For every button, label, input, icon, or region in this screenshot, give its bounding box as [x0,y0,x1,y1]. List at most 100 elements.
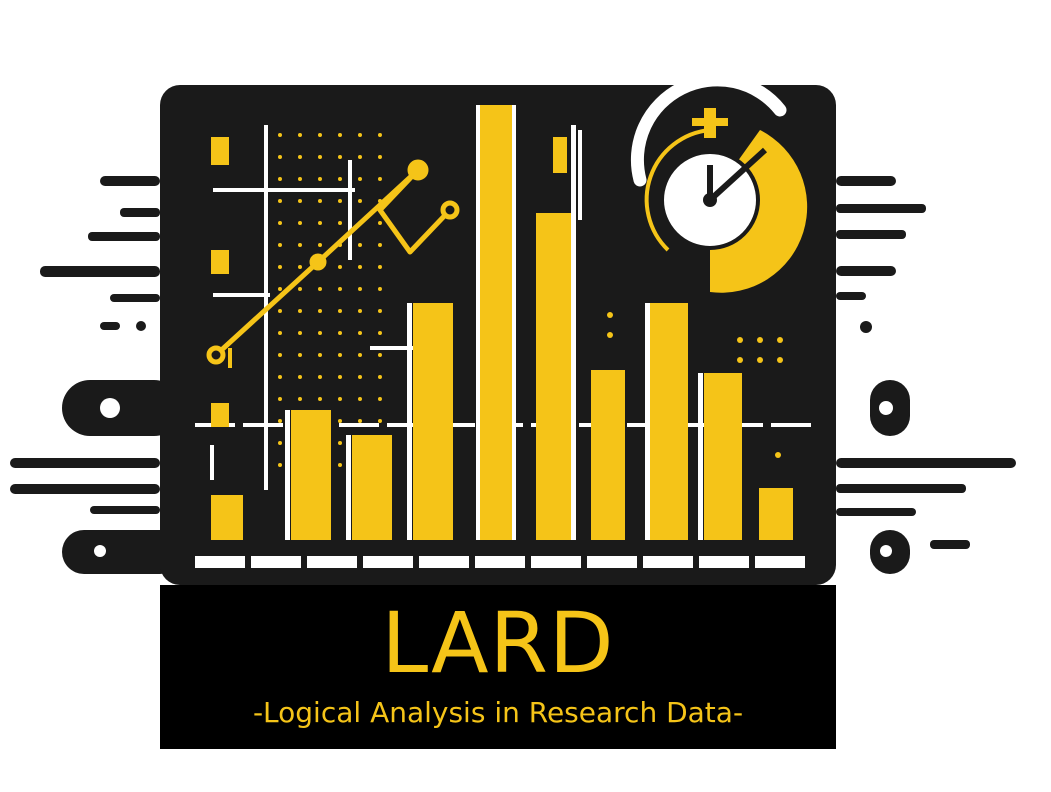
grid-dot [278,331,282,335]
grid-dot [378,331,382,335]
grid-dot [318,287,322,291]
grid-dot [358,243,362,247]
grid-dot [338,397,342,401]
stopwatch-icon [630,73,808,293]
dot-grid [278,133,783,467]
bar-edge [346,435,351,540]
grid-dot [318,133,322,137]
bar-edge [698,373,703,540]
bar-edge [645,303,650,540]
grid-dot [358,177,362,181]
grid-dot [278,265,282,269]
logo-title: LARD [381,594,615,692]
grid-dot [338,353,342,357]
grid-dot [338,287,342,291]
bar [650,303,688,540]
grid-dot [278,243,282,247]
grid-dot [378,375,382,379]
grid-dot [318,309,322,313]
grid-dot [358,287,362,291]
grid-dot [278,419,282,423]
baseline-segment [587,556,637,568]
grid-dot [358,265,362,269]
grid-dot [777,337,783,343]
grid-dot [318,177,322,181]
grid-dot [278,375,282,379]
bar [704,373,742,540]
grid-dot [338,155,342,159]
grid-dot [607,312,613,318]
bar [759,488,793,540]
grid-dot [318,353,322,357]
grid-dot [737,337,743,343]
grid-dot [338,441,342,445]
grid-dot [358,353,362,357]
grid-dot [278,309,282,313]
baseline-segment [531,556,581,568]
grid-dot [378,155,382,159]
grid-dot [378,287,382,291]
grid-dot [298,375,302,379]
baseline-segment [363,556,413,568]
grid-dot [318,155,322,159]
grid-dot [298,199,302,203]
bar [536,213,574,540]
bar-edge [285,410,290,540]
grid-dot [298,397,302,401]
grid-dot [338,331,342,335]
grid-dot [298,221,302,225]
grid-dot [278,221,282,225]
grid-dot [378,133,382,137]
baseline-segment [643,556,693,568]
speed-lines-right-icon [836,176,1016,549]
bar [480,105,512,540]
grid-dot [607,332,613,338]
grid-dot [318,221,322,225]
marker-ticks [211,137,567,427]
grid-dot [298,243,302,247]
grid-dot [278,199,282,203]
grid-dot [378,309,382,313]
bar-edge [407,303,412,540]
grid-dot [338,463,342,467]
grid-dot [378,419,382,423]
grid-dot [378,265,382,269]
grid-dot [298,177,302,181]
grid-dot [775,452,781,458]
baseline-segment [475,556,525,568]
grid-dot [298,331,302,335]
grid-dot [358,397,362,401]
grid-dot [358,375,362,379]
line-chart-icon [206,159,460,365]
grid-dot [757,337,763,343]
grid-dot [298,265,302,269]
logo-subtitle: -Logical Analysis in Research Data- [252,696,744,729]
axis-baseline [195,556,805,568]
grid-dot [298,287,302,291]
bar [413,303,453,540]
grid-dot [757,357,763,363]
grid-dot [338,375,342,379]
baseline-segment [755,556,805,568]
grid-dot [358,331,362,335]
bar-chart-icon [211,105,793,540]
grid-dot [298,133,302,137]
baseline-segment [307,556,357,568]
grid-dot [338,309,342,313]
grid-dot [278,155,282,159]
logo-graphic [10,73,1016,585]
grid-dot [378,397,382,401]
grid-dot [338,419,342,423]
grid-dot [278,441,282,445]
grid-dot [378,221,382,225]
bar [591,370,625,540]
grid-dot [338,221,342,225]
grid-dot [777,357,783,363]
grid-dot [298,309,302,313]
grid-dot [737,357,743,363]
baseline-segment [699,556,749,568]
grid-dot [318,331,322,335]
grid-dot [318,199,322,203]
grid-dot [358,309,362,313]
grid-dot [278,353,282,357]
